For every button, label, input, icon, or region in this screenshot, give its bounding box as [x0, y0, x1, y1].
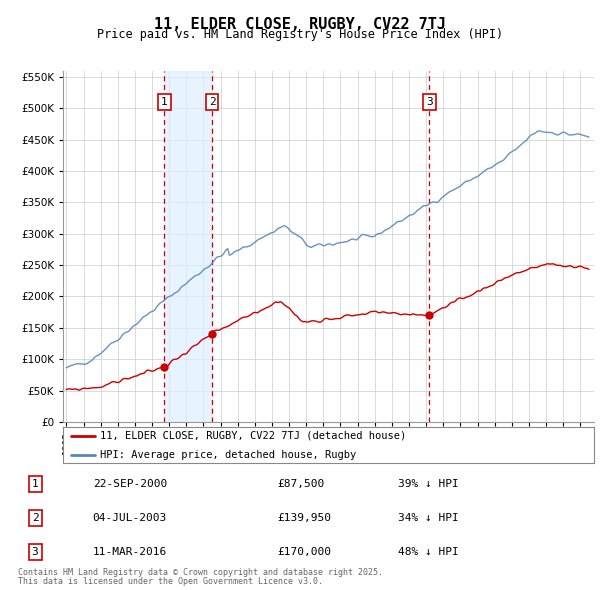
Text: 34% ↓ HPI: 34% ↓ HPI	[398, 513, 458, 523]
Text: 2: 2	[209, 97, 215, 107]
Text: Price paid vs. HM Land Registry's House Price Index (HPI): Price paid vs. HM Land Registry's House …	[97, 28, 503, 41]
Text: 3: 3	[32, 547, 38, 557]
Text: This data is licensed under the Open Government Licence v3.0.: This data is licensed under the Open Gov…	[18, 577, 323, 586]
Text: Contains HM Land Registry data © Crown copyright and database right 2025.: Contains HM Land Registry data © Crown c…	[18, 568, 383, 576]
Text: 3: 3	[426, 97, 433, 107]
Bar	[164, 71, 212, 422]
Text: 39% ↓ HPI: 39% ↓ HPI	[398, 478, 458, 489]
Text: 48% ↓ HPI: 48% ↓ HPI	[398, 547, 458, 557]
Text: 04-JUL-2003: 04-JUL-2003	[92, 513, 167, 523]
Text: 2: 2	[32, 513, 38, 523]
Text: 11, ELDER CLOSE, RUGBY, CV22 7TJ: 11, ELDER CLOSE, RUGBY, CV22 7TJ	[154, 17, 446, 31]
Text: £139,950: £139,950	[277, 513, 331, 523]
Text: 1: 1	[32, 478, 38, 489]
Text: HPI: Average price, detached house, Rugby: HPI: Average price, detached house, Rugb…	[100, 450, 356, 460]
Text: 22-SEP-2000: 22-SEP-2000	[92, 478, 167, 489]
Text: £170,000: £170,000	[277, 547, 331, 557]
Text: 11, ELDER CLOSE, RUGBY, CV22 7TJ (detached house): 11, ELDER CLOSE, RUGBY, CV22 7TJ (detach…	[100, 431, 406, 441]
Text: 1: 1	[161, 97, 168, 107]
Text: £87,500: £87,500	[277, 478, 324, 489]
Text: 11-MAR-2016: 11-MAR-2016	[92, 547, 167, 557]
